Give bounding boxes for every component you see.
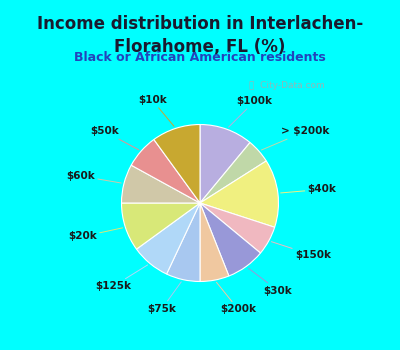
Text: $100k: $100k [228,96,273,127]
Text: $150k: $150k [272,241,331,260]
Wedge shape [200,203,229,281]
Text: > $200k: > $200k [262,126,330,150]
Wedge shape [136,203,200,274]
Text: $20k: $20k [68,228,123,241]
Text: $30k: $30k [248,268,292,296]
Wedge shape [131,140,200,203]
Wedge shape [166,203,200,281]
Wedge shape [200,161,278,227]
Text: $125k: $125k [95,265,148,292]
Text: $200k: $200k [216,282,256,314]
Wedge shape [122,203,200,249]
Wedge shape [200,125,250,203]
Text: Income distribution in Interlachen-
Florahome, FL (%): Income distribution in Interlachen- Flor… [37,15,363,56]
Text: $60k: $60k [66,171,121,183]
Text: Black or African American residents: Black or African American residents [74,51,326,64]
Text: $10k: $10k [138,95,174,126]
Text: $50k: $50k [90,126,139,150]
Text: $40k: $40k [281,184,336,195]
Text: $75k: $75k [148,282,181,314]
Wedge shape [122,165,200,203]
Wedge shape [200,142,266,203]
Wedge shape [200,203,275,253]
Wedge shape [200,203,260,276]
Wedge shape [154,125,200,203]
Text: ⓘ  City-Data.com: ⓘ City-Data.com [248,81,324,90]
